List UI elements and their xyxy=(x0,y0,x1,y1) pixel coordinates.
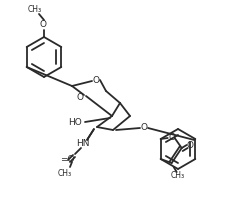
Text: O: O xyxy=(92,75,99,85)
Text: O: O xyxy=(76,93,83,101)
Text: HN: HN xyxy=(76,138,90,148)
Text: CH₃: CH₃ xyxy=(58,169,72,178)
Text: CH₃: CH₃ xyxy=(171,170,185,179)
Text: O: O xyxy=(168,133,175,141)
Text: CH₃: CH₃ xyxy=(28,5,42,14)
Text: HO: HO xyxy=(68,117,82,126)
Text: O: O xyxy=(186,140,193,150)
Text: O: O xyxy=(39,20,47,29)
Text: O: O xyxy=(141,124,147,133)
Text: =O: =O xyxy=(60,154,74,164)
